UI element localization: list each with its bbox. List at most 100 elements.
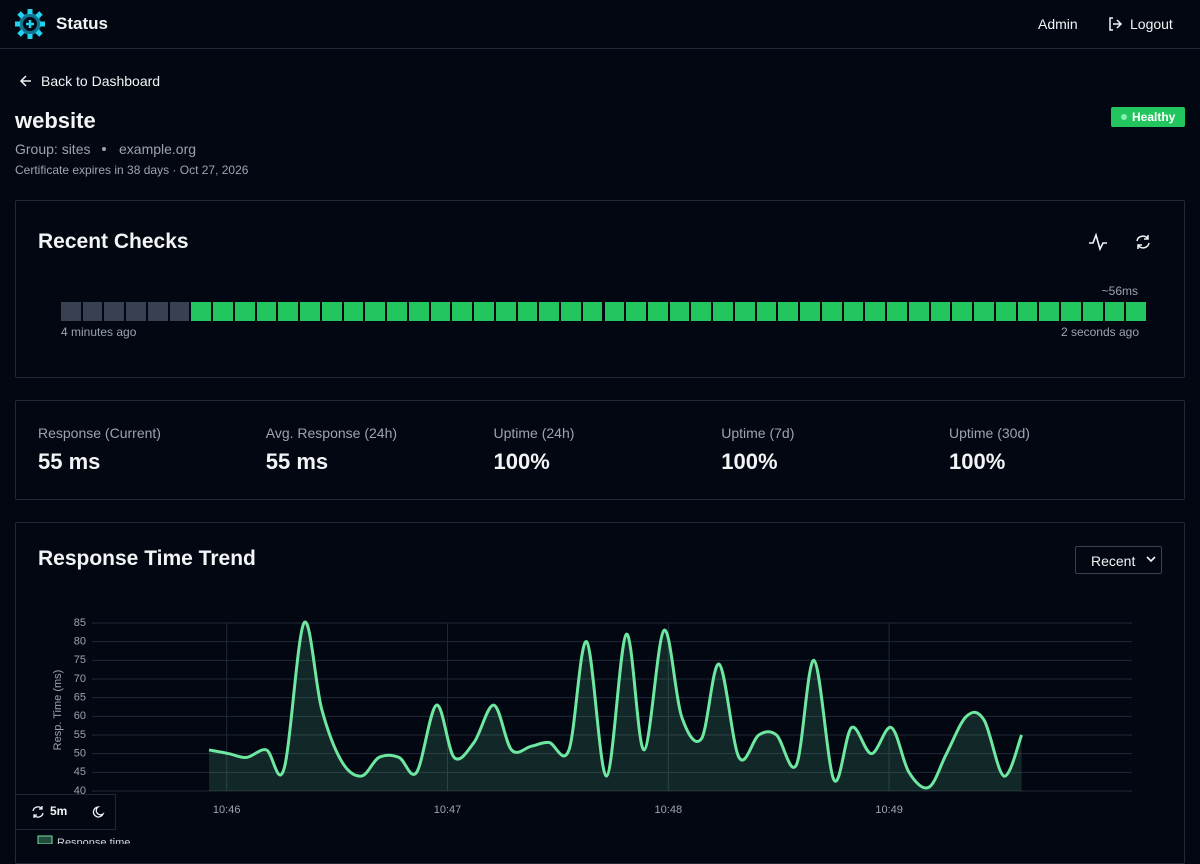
check (778, 302, 799, 321)
stat-value: 100% (949, 449, 1006, 474)
theme-toggle[interactable] (92, 805, 106, 819)
check (1017, 302, 1038, 321)
status-badge: Healthy (1111, 107, 1185, 127)
y-axis-label: Resp. Time (ms) (52, 670, 64, 751)
back-icon (19, 75, 31, 87)
status-text: Healthy (1132, 110, 1176, 124)
stat-label: Uptime (7d) (721, 425, 795, 441)
back-link[interactable]: Back to Dashboard (41, 73, 161, 89)
range-select[interactable]: Recent (1075, 546, 1162, 574)
refresh-icon (32, 806, 44, 818)
check (843, 302, 864, 321)
check (756, 302, 777, 321)
start-label: 4 minutes ago (61, 325, 137, 339)
check (669, 302, 690, 321)
y-tick-label: 85 (74, 617, 86, 629)
check (82, 302, 103, 321)
top-bar (0, 0, 1200, 49)
check (1082, 302, 1103, 321)
check (300, 302, 320, 321)
check (495, 302, 516, 321)
check (430, 302, 451, 321)
check (691, 302, 712, 321)
host: example.org (119, 141, 197, 157)
monitor-name: website (15, 108, 96, 133)
refresh-interval[interactable]: 5m (50, 804, 68, 818)
check (865, 302, 886, 321)
logout-button[interactable]: Logout (1130, 16, 1173, 32)
y-tick-label: 40 (74, 785, 86, 797)
range-value: Recent (1091, 553, 1136, 569)
brand: Status (56, 14, 108, 33)
stat-label: Response (Current) (38, 425, 161, 441)
check (734, 302, 755, 321)
check (256, 302, 277, 321)
logo (15, 9, 45, 39)
check (887, 302, 907, 321)
check (147, 302, 168, 321)
line (208, 620, 1024, 790)
check (626, 302, 646, 321)
x-tick-label: 10:47 (434, 804, 462, 816)
y-tick-label: 70 (74, 673, 86, 685)
y-tick-label: 50 (74, 748, 86, 760)
y-tick-label: 45 (74, 766, 86, 778)
check (365, 302, 386, 321)
check (561, 302, 581, 321)
check (1126, 302, 1146, 321)
x-tick-label: 10:48 (655, 804, 683, 816)
user-menu[interactable]: Admin (1038, 16, 1078, 32)
check (61, 302, 81, 321)
check (930, 302, 951, 321)
check (800, 302, 820, 321)
check (1061, 302, 1081, 321)
stat-label: Uptime (30d) (949, 425, 1030, 441)
stat-value: 100% (721, 449, 778, 474)
status-dot (1121, 114, 1127, 120)
check (452, 302, 473, 321)
certificate: Certificate expires in 38 days · Oct 27,… (15, 163, 249, 177)
check (278, 302, 299, 321)
chart-title: Response Time Trend (38, 547, 256, 570)
recent-checks-card (15, 200, 1185, 378)
check (126, 302, 146, 321)
card-title: Recent Checks (38, 230, 189, 253)
stat-label: Uptime (24h) (493, 425, 575, 441)
check (517, 302, 538, 321)
check (387, 302, 407, 321)
end-label: 2 seconds ago (1060, 325, 1139, 339)
chevron (1146, 556, 1156, 563)
check (343, 302, 364, 321)
check (821, 302, 842, 321)
check (713, 302, 733, 321)
check (974, 302, 994, 321)
chart: Resp. Time (ms) 40 45 50 55 60 65 70 75 80 85 10:4… (37, 617, 1132, 844)
y-tick-label: 55 (74, 729, 86, 741)
check (995, 302, 1016, 321)
check (408, 302, 429, 321)
check (191, 302, 212, 321)
x-tick-label: 10:46 (213, 804, 241, 816)
stat-value: 100% (493, 449, 550, 474)
chart-toggle[interactable] (1088, 232, 1108, 252)
latency: ~56ms (1101, 284, 1138, 298)
check (539, 302, 559, 321)
check (908, 302, 929, 321)
check-bar (61, 302, 1148, 321)
check (104, 302, 125, 321)
legend-swatch (37, 835, 53, 844)
check (1104, 302, 1125, 321)
check (1039, 302, 1060, 321)
y-tick-label: 80 (74, 636, 86, 648)
x-tick-label: 10:49 (875, 804, 903, 816)
separator (102, 147, 106, 151)
group: Group: sites (15, 141, 91, 157)
legend-label: Response time (57, 837, 130, 844)
area (209, 622, 1022, 791)
y-tick-label: 60 (74, 710, 86, 722)
refresh-button[interactable] (1134, 233, 1152, 251)
footer-controls: 5m (15, 794, 116, 830)
logout-icon (1109, 17, 1123, 31)
